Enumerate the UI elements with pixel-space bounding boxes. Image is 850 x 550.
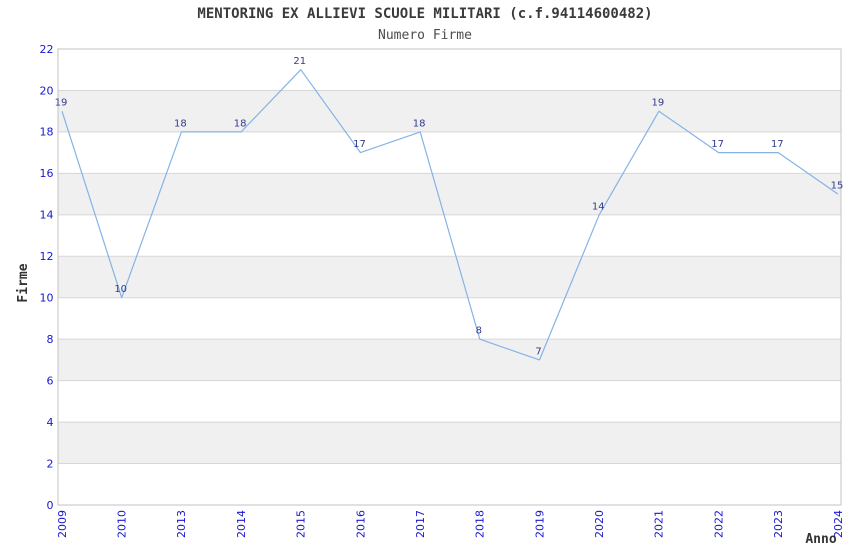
- x-tick-label: 2009: [56, 510, 69, 538]
- y-tick-label: 22: [40, 43, 54, 56]
- y-tick-label: 18: [40, 126, 54, 139]
- x-axis-title: Anno: [805, 532, 836, 547]
- y-tick-label: 4: [47, 416, 54, 429]
- x-tick-label: 2013: [175, 510, 188, 538]
- x-tick-label: 2018: [474, 510, 487, 538]
- y-axis-title: Firme: [16, 263, 31, 302]
- x-tick-label: 2021: [653, 510, 666, 538]
- data-point-label: 17: [711, 139, 724, 150]
- grid-band: [58, 256, 841, 298]
- y-tick-label: 6: [47, 374, 54, 387]
- data-point-label: 19: [652, 98, 665, 109]
- x-tick-label: 2020: [593, 510, 606, 538]
- y-tick-label: 12: [40, 250, 54, 263]
- y-tick-label: 14: [40, 209, 54, 222]
- y-tick-label: 8: [47, 333, 54, 346]
- data-point-label: 21: [293, 56, 306, 67]
- grid-band: [58, 422, 841, 464]
- data-point-label: 17: [353, 139, 366, 150]
- data-point-label: 19: [55, 98, 68, 109]
- data-point-label: 15: [831, 181, 844, 192]
- grid-band: [58, 90, 841, 132]
- grid-band: [58, 173, 841, 215]
- y-tick-label: 2: [47, 457, 54, 470]
- y-tick-label: 16: [40, 167, 54, 180]
- x-tick-label: 2014: [235, 510, 248, 538]
- y-tick-label: 0: [47, 499, 54, 512]
- plot-frame: [57, 48, 842, 506]
- y-tick-label: 10: [40, 292, 54, 305]
- data-point-label: 14: [592, 201, 605, 212]
- data-point-label: 8: [476, 326, 482, 337]
- x-tick-label: 2023: [772, 510, 785, 538]
- x-tick-label: 2017: [414, 510, 427, 538]
- data-point-label: 7: [535, 346, 541, 357]
- x-tick-label: 2019: [533, 510, 546, 538]
- y-tick-label: 20: [40, 84, 54, 97]
- data-point-label: 10: [114, 284, 127, 295]
- chart-subtitle: Numero Firme: [378, 28, 472, 43]
- x-tick-label: 2024: [832, 510, 845, 538]
- x-tick-label: 2010: [115, 510, 128, 538]
- x-tick-label: 2022: [712, 510, 725, 538]
- x-tick-label: 2016: [354, 510, 367, 538]
- data-point-label: 18: [234, 118, 247, 129]
- chart-title: MENTORING EX ALLIEVI SCUOLE MILITARI (c.…: [197, 6, 653, 22]
- data-line: [61, 69, 839, 361]
- data-point-label: 17: [771, 139, 784, 150]
- x-tick-label: 2015: [295, 510, 308, 538]
- grid-band: [58, 339, 841, 381]
- data-point-label: 18: [174, 118, 187, 129]
- data-point-label: 18: [413, 118, 426, 129]
